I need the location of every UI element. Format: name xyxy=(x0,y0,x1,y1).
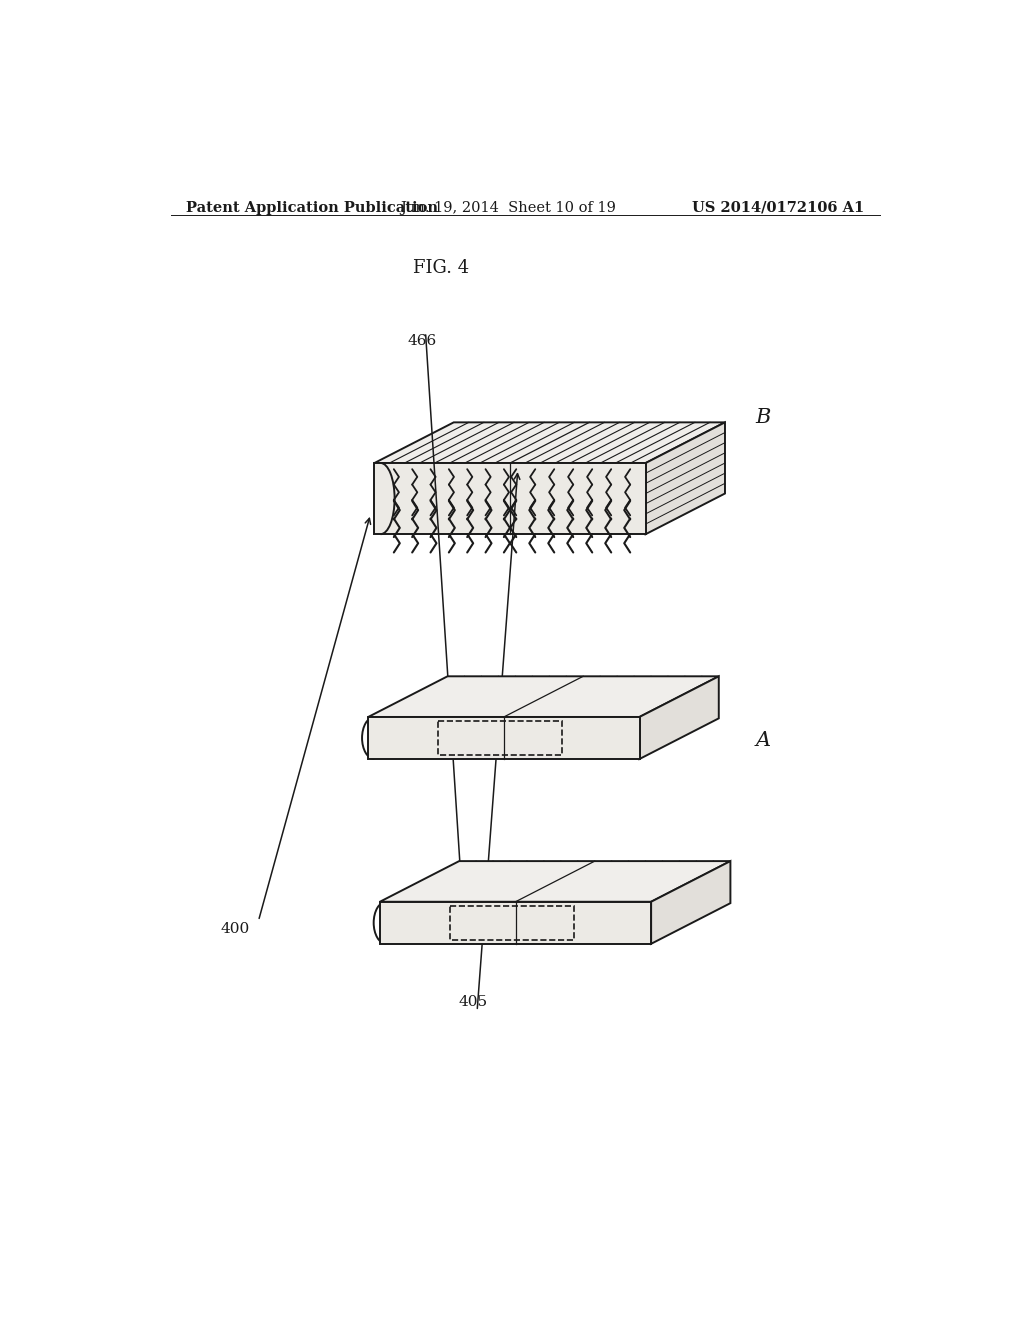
Polygon shape xyxy=(375,463,646,535)
Polygon shape xyxy=(375,422,725,463)
Polygon shape xyxy=(380,861,730,902)
Polygon shape xyxy=(369,717,640,759)
Polygon shape xyxy=(651,861,730,944)
Text: 400: 400 xyxy=(220,921,250,936)
Text: B: B xyxy=(755,408,771,428)
Text: FIG. 4: FIG. 4 xyxy=(414,259,470,277)
Text: 466: 466 xyxy=(407,334,436,348)
Polygon shape xyxy=(640,676,719,759)
Text: 466: 466 xyxy=(459,722,487,737)
Text: A: A xyxy=(756,731,770,750)
Text: US 2014/0172106 A1: US 2014/0172106 A1 xyxy=(692,201,864,215)
Polygon shape xyxy=(380,902,651,944)
Polygon shape xyxy=(369,676,719,717)
Polygon shape xyxy=(646,422,725,535)
Text: Patent Application Publication: Patent Application Publication xyxy=(186,201,438,215)
Text: 405: 405 xyxy=(459,995,487,1008)
Text: Jun. 19, 2014  Sheet 10 of 19: Jun. 19, 2014 Sheet 10 of 19 xyxy=(399,201,615,215)
